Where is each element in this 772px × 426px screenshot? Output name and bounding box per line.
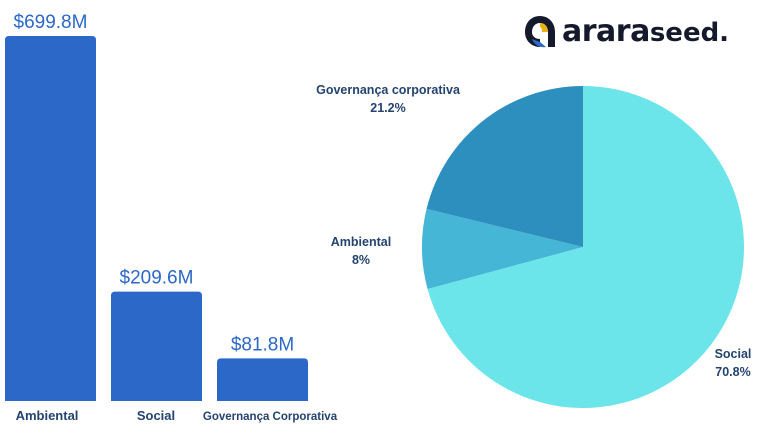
brand-name-light: seed. bbox=[649, 18, 730, 48]
bar-value-label: $81.8M bbox=[231, 334, 294, 355]
brand-logo: araraseed. bbox=[520, 10, 729, 54]
bar-value-label: $699.8M bbox=[14, 12, 88, 33]
bar-category-label: Social bbox=[137, 408, 175, 423]
bar-social bbox=[111, 291, 202, 401]
bar-governan-a-corporativa bbox=[217, 358, 308, 401]
bar-category-label: Ambiental bbox=[16, 408, 79, 423]
bar-value-label: $209.6M bbox=[120, 268, 194, 289]
brand-name-bold: arara bbox=[562, 14, 650, 49]
bar-ambiental bbox=[5, 36, 96, 401]
parrot-logo-icon bbox=[525, 16, 555, 48]
brand-wordmark: araraseed. bbox=[562, 17, 729, 47]
bar-category-label: Governança Corporativa bbox=[203, 411, 338, 423]
